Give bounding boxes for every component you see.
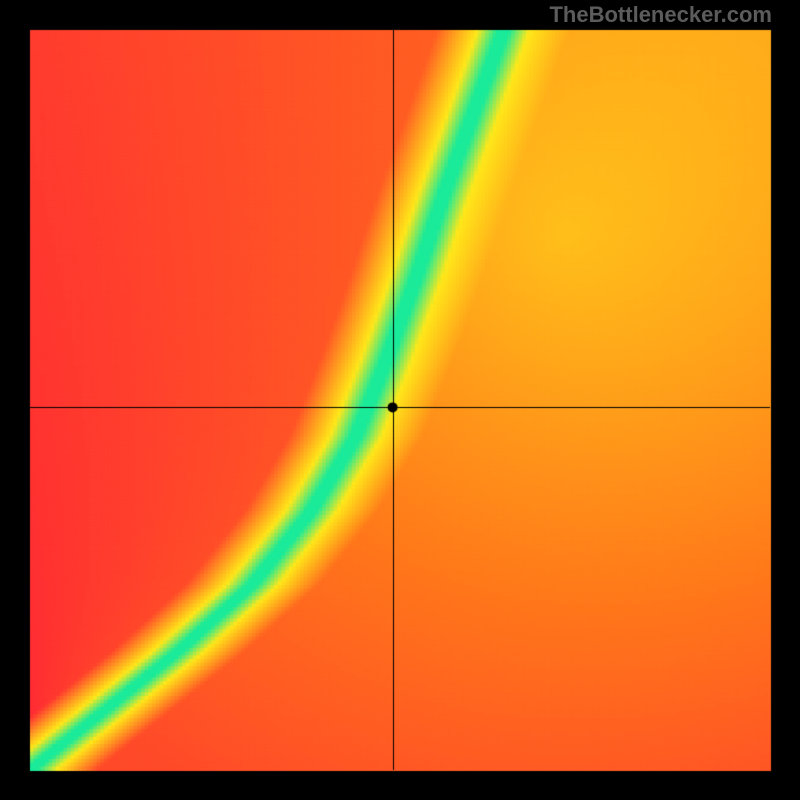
watermark-text: TheBottlenecker.com bbox=[549, 2, 772, 28]
bottleneck-heatmap bbox=[0, 0, 800, 800]
chart-container: TheBottlenecker.com bbox=[0, 0, 800, 800]
